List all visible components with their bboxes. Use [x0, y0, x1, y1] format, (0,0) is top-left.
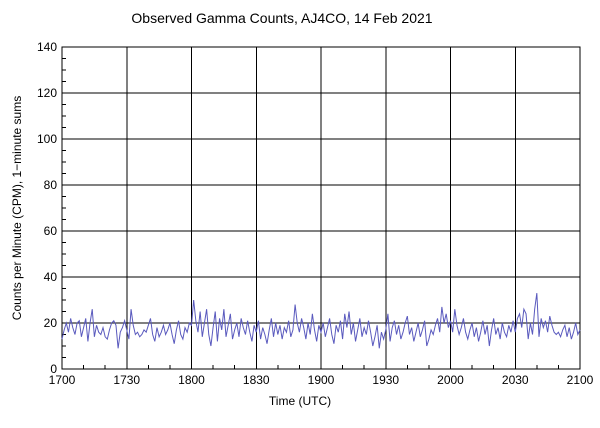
gamma-counts-line [61, 293, 581, 349]
x-tick-label: 1800 [178, 373, 205, 387]
x-tick-label: 1830 [243, 373, 270, 387]
y-tick-label: 0 [50, 362, 57, 376]
x-tick-label: 2030 [502, 373, 529, 387]
y-tick-label: 100 [37, 132, 57, 146]
y-tick-label: 20 [44, 316, 58, 330]
y-tick-label: 140 [37, 40, 57, 54]
x-tick-label: 1700 [49, 373, 76, 387]
y-tick-label: 120 [37, 86, 57, 100]
chart-title: Observed Gamma Counts, AJ4CO, 14 Feb 202… [131, 10, 433, 26]
y-tick-label: 80 [44, 178, 58, 192]
plot-border [61, 46, 581, 370]
y-tick-label: 60 [44, 224, 58, 238]
x-tick-label: 2000 [437, 373, 464, 387]
x-tick-label: 2100 [567, 373, 594, 387]
x-axis-label: Time (UTC) [268, 394, 332, 408]
y-tick-label: 40 [44, 270, 58, 284]
x-tick-label: 1730 [113, 373, 140, 387]
x-tick-label: 1900 [308, 373, 335, 387]
x-tick-label: 1930 [372, 373, 399, 387]
